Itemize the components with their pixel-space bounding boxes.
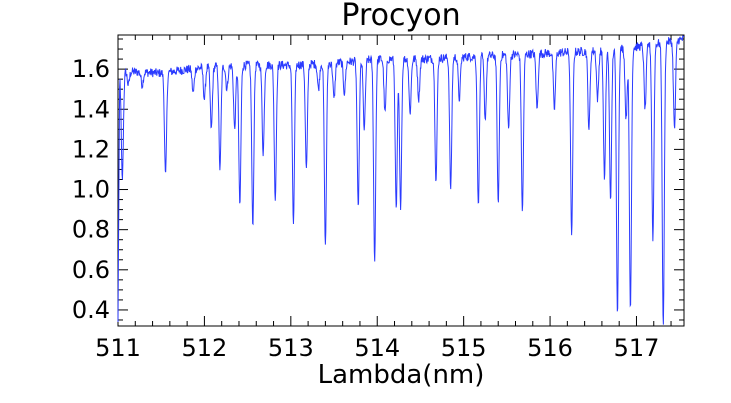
x-tick-label: 511 (95, 334, 141, 362)
y-tick-label: 1.4 (72, 95, 110, 123)
y-tick-label: 1.2 (72, 135, 110, 163)
y-tick-label: 1.6 (72, 55, 110, 83)
x-tick-label: 514 (354, 334, 400, 362)
plot-frame (117, 34, 685, 327)
y-tick-label: 0.8 (72, 216, 110, 244)
x-axis-label: Lambda(nm) (318, 360, 485, 390)
x-tick-label: 512 (182, 334, 228, 362)
plot-area (117, 35, 685, 325)
spectrum-line (117, 35, 685, 325)
y-tick-label: 0.6 (72, 256, 110, 284)
chart-title: Procyon (341, 0, 460, 33)
x-tick-label: 515 (441, 334, 487, 362)
x-tick-label: 513 (268, 334, 314, 362)
y-tick-label: 1.0 (72, 176, 110, 204)
y-tick-label: 0.4 (72, 296, 110, 324)
axes: 511 512 513 514 515 516 517 0.4 0.6 0.8 1.0 1.2 1.4 1… (72, 34, 685, 362)
x-tick-label: 516 (527, 334, 573, 362)
x-tick-label: 517 (614, 334, 660, 362)
